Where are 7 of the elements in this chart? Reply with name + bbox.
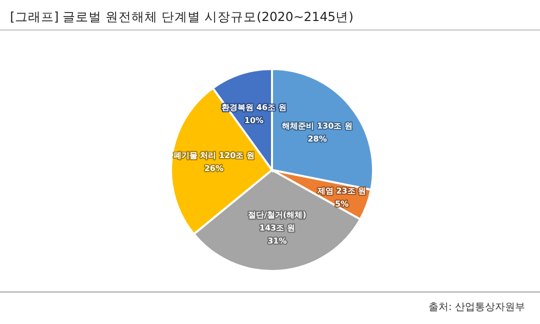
slice-label: 제염 23조 원 5%: [316, 186, 366, 209]
source-note: 출처: 산업통상자원부: [428, 302, 525, 313]
chart-title: [그래프] 글로벌 원전해체 단계별 시장규모(2020~2145년): [10, 9, 354, 24]
slice-label: 절단/철거(해체): [248, 210, 306, 220]
data-label: 143조 원 31%: [259, 224, 295, 246]
slice-label: 폐기물 처리 120조 원 26%: [173, 151, 254, 174]
slice-label: 해체준비 130조 원 28%: [282, 122, 352, 144]
